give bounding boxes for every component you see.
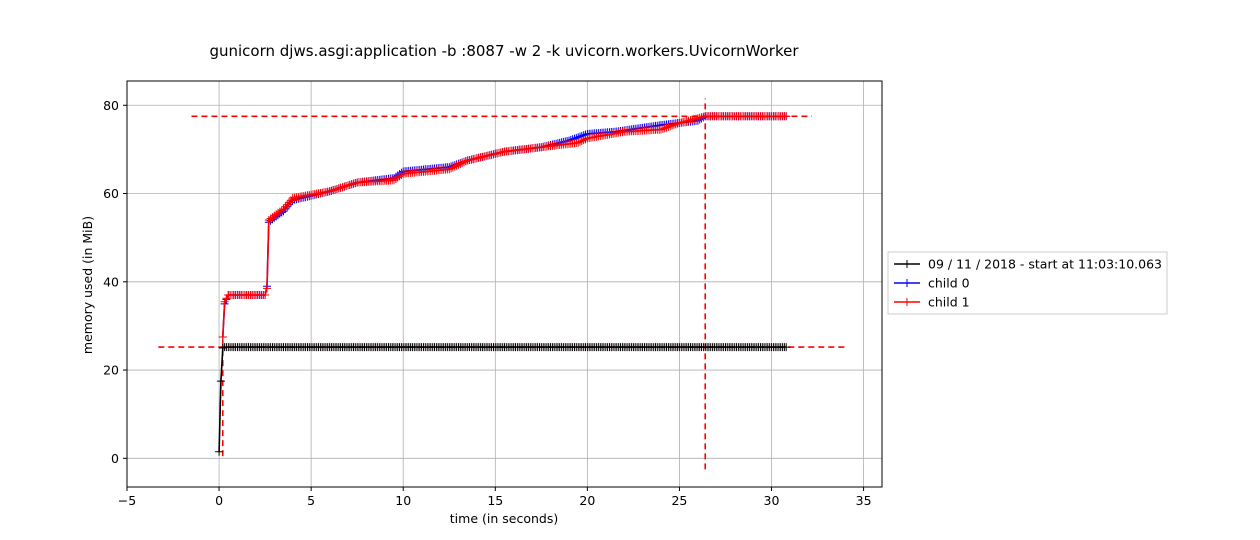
x-tick-label: 30 (764, 493, 780, 508)
legend-marker (903, 260, 911, 268)
x-tick-label: 10 (395, 493, 411, 508)
y-tick-label: 0 (111, 451, 119, 466)
x-tick-label: 5 (307, 493, 315, 508)
legend-marker (903, 298, 911, 306)
series-0 (215, 343, 791, 456)
y-tick-label: 80 (103, 98, 119, 113)
y-tick-label: 20 (103, 363, 119, 378)
plot-area-frame (126, 80, 883, 488)
x-tick-label: 15 (487, 493, 503, 508)
x-tick-label: 20 (579, 493, 595, 508)
x-tick-label: −5 (118, 493, 136, 508)
legend-frame (887, 251, 1168, 315)
legend-label: child 1 (928, 295, 970, 310)
legend-label: child 0 (928, 276, 970, 291)
y-axis-ticks: 0 20 40 60 80 (103, 98, 127, 466)
x-tick-label: 0 (215, 493, 223, 508)
y-axis-label: memory used (in MiB) (80, 216, 95, 354)
x-axis-ticks: −5 0 5 10 15 20 25 30 35 (118, 487, 872, 508)
y-tick-label: 40 (103, 274, 119, 289)
x-axis-label: time (in seconds) (450, 511, 558, 526)
grid (126, 81, 882, 487)
legend: 09 / 11 / 2018 - start at 11:03:10.063 ch… (887, 251, 1168, 315)
series-markers (215, 343, 791, 456)
x-tick-label: 35 (856, 493, 872, 508)
y-tick-label: 60 (103, 186, 119, 201)
x-tick-label: 25 (671, 493, 687, 508)
legend-label: 09 / 11 / 2018 - start at 11:03:10.063 (928, 257, 1162, 272)
series-group (215, 112, 791, 456)
peak-reference-lines (158, 98, 846, 470)
chart-title: gunicorn djws.asgi:application -b :8087 … (209, 42, 799, 60)
legend-marker (903, 279, 911, 287)
series-markers (218, 112, 791, 341)
series-line (218, 346, 787, 452)
series-2 (218, 112, 791, 341)
